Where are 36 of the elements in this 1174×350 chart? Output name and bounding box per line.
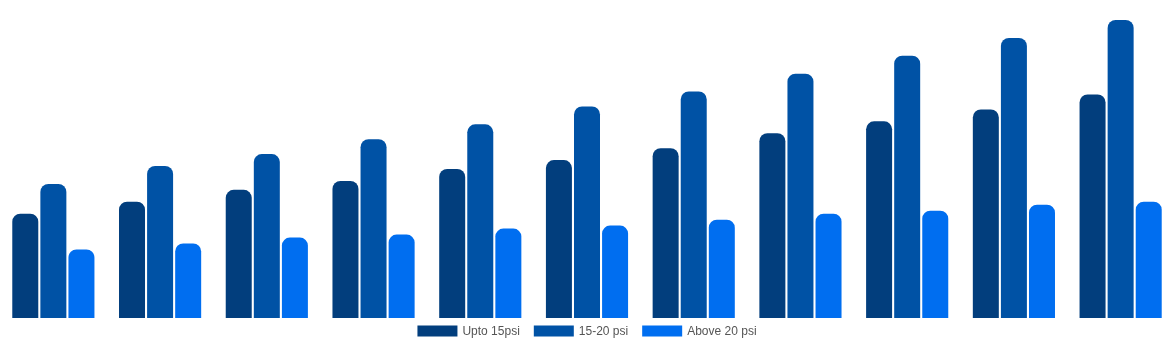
bar bbox=[652, 148, 679, 318]
legend-label: Upto 15psi bbox=[462, 324, 520, 338]
bar bbox=[495, 228, 522, 318]
bar bbox=[574, 106, 600, 318]
bar bbox=[1028, 204, 1055, 318]
bar bbox=[332, 180, 359, 318]
legend-label: 15-20 psi bbox=[578, 324, 629, 338]
bar bbox=[467, 124, 494, 318]
bar bbox=[1000, 37, 1027, 318]
bar bbox=[68, 249, 95, 318]
bar bbox=[708, 219, 735, 318]
bar bbox=[1079, 94, 1106, 318]
bar bbox=[680, 91, 707, 318]
legend-label: Above 20 psi bbox=[687, 324, 757, 338]
bar bbox=[253, 154, 280, 318]
bar bbox=[147, 166, 174, 318]
bar bbox=[40, 183, 67, 318]
bar bbox=[360, 139, 387, 318]
bar bbox=[175, 243, 202, 318]
bar bbox=[545, 160, 572, 318]
bar bbox=[972, 109, 999, 318]
bar bbox=[922, 210, 949, 318]
bar bbox=[388, 234, 415, 318]
bar bbox=[439, 169, 466, 318]
bar bbox=[866, 121, 893, 318]
bar bbox=[1107, 20, 1134, 318]
bar bbox=[1135, 201, 1162, 318]
bar bbox=[602, 225, 629, 318]
bar bbox=[119, 201, 146, 318]
bar bbox=[787, 73, 814, 318]
bar bbox=[12, 213, 39, 318]
bar bbox=[894, 55, 921, 318]
bar bbox=[225, 189, 252, 318]
bar bbox=[815, 213, 842, 318]
bar bbox=[759, 133, 786, 318]
bar bbox=[281, 237, 308, 318]
